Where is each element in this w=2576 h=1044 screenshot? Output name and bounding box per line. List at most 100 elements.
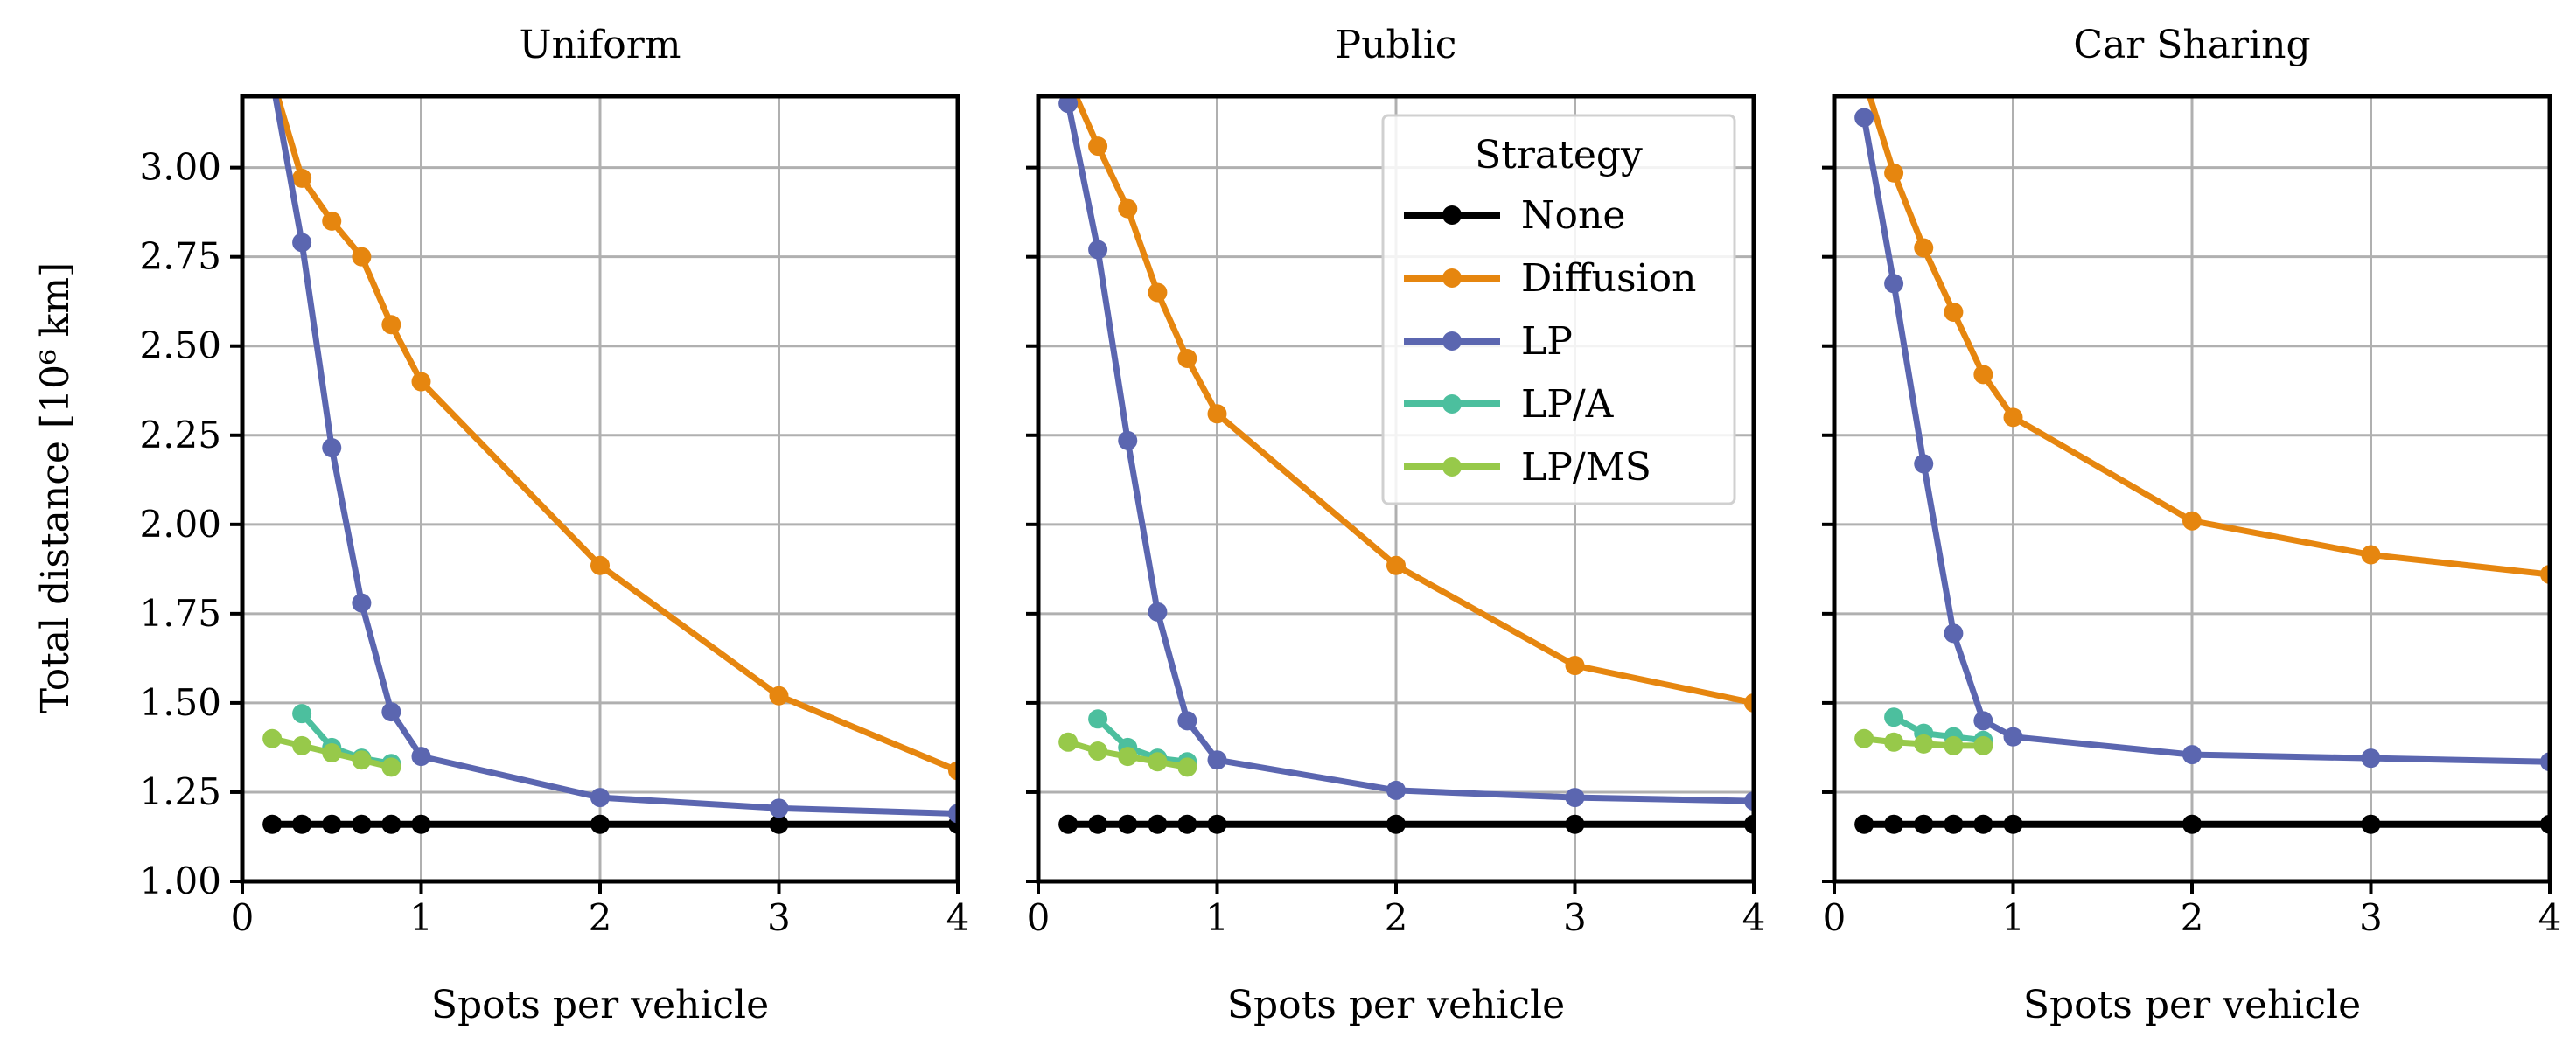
data-point-none	[1884, 814, 1904, 834]
data-point-lp-ms	[1088, 741, 1108, 762]
x-tick-label: 2	[589, 896, 612, 939]
data-point-lp-ms	[1914, 734, 1934, 754]
data-point-lp	[1973, 711, 1993, 731]
series-line-lp-a	[1095, 716, 1188, 765]
data-point-lp	[322, 438, 342, 458]
data-point-lp	[1118, 430, 1138, 450]
data-point-diffusion	[322, 211, 342, 231]
data-point-lp	[769, 798, 789, 818]
panel-2: 0 1 2 3 4 Public Spots per vehicle	[1026, 23, 1765, 1027]
data-point-diffusion	[1854, 69, 1874, 88]
data-point-none	[411, 814, 431, 834]
data-point-none	[381, 814, 401, 834]
data-point-none	[1058, 814, 1079, 834]
x-tick-label: 1	[2001, 896, 2025, 939]
legend-marker	[1442, 457, 1462, 477]
legend-label: LP/A	[1521, 382, 1615, 427]
data-point-diffusion	[1884, 163, 1904, 183]
x-tick-label: 1	[1205, 896, 1229, 939]
y-tick-label: 1.25	[139, 770, 221, 813]
y-tick-label: 1.75	[139, 592, 221, 635]
legend-marker	[1442, 205, 1462, 225]
data-point-diffusion	[948, 761, 958, 781]
y-tick-label: 2.75	[139, 235, 221, 278]
data-point-none	[1177, 814, 1197, 834]
data-point-lp-ms	[352, 750, 372, 770]
x-tick-label: 4	[2538, 896, 2562, 939]
x-tick-label: 0	[1027, 896, 1051, 939]
data-point-none	[1744, 814, 1754, 834]
x-tick-label: 2	[1385, 896, 1408, 939]
panel-1: 0 1 2 3 4 1.00 1.25 1.50 1.75 2.00 2.25 2.50 2.75 3.0…	[139, 23, 969, 1027]
data-point-none	[1944, 814, 1964, 834]
data-point-lp	[1177, 711, 1197, 731]
data-point-none	[1854, 814, 1874, 834]
legend-title: Strategy	[1475, 133, 1643, 177]
data-point-lp	[2540, 752, 2550, 772]
data-point-lp-a	[1884, 707, 1904, 727]
data-point-diffusion	[1177, 349, 1197, 369]
data-point-diffusion	[769, 686, 789, 706]
data-point-lp-ms	[1973, 735, 1993, 755]
legend-marker	[1442, 331, 1462, 351]
data-point-none	[352, 814, 372, 834]
panel-title: Car Sharing	[2073, 23, 2310, 67]
data-point-lp-a	[292, 704, 312, 724]
x-axis-label: Spots per vehicle	[2023, 983, 2361, 1027]
data-point-lp	[1088, 240, 1108, 260]
data-point-none	[322, 814, 342, 834]
data-point-lp	[1744, 791, 1754, 811]
data-point-lp-ms	[1854, 728, 1874, 748]
data-point-diffusion	[1088, 136, 1108, 157]
x-tick-label: 3	[767, 896, 791, 939]
data-point-lp-ms	[322, 743, 342, 763]
series-line-diffusion	[1866, 96, 2550, 578]
legend-entry: Diffusion	[1404, 256, 1696, 301]
data-point-none	[590, 814, 610, 834]
series-group	[262, 69, 958, 834]
data-point-lp	[2003, 727, 2023, 747]
legend-marker	[1442, 268, 1462, 288]
x-tick-label: 4	[1742, 896, 1766, 939]
x-tick-label: 0	[231, 896, 255, 939]
data-point-diffusion	[381, 315, 401, 335]
data-point-lp	[590, 788, 610, 808]
series-line-lp-a	[1892, 714, 1984, 744]
data-point-diffusion	[262, 69, 282, 88]
y-tick-label: 2.50	[139, 324, 221, 367]
x-axis-label: Spots per vehicle	[1227, 983, 1565, 1027]
series-group	[1058, 96, 1754, 834]
data-point-lp	[292, 233, 312, 253]
series-line-lp	[1860, 116, 2550, 765]
x-tick-label: 2	[2181, 896, 2204, 939]
legend: Strategy None Diffusion LP LP/A LP/MS	[1381, 114, 1736, 505]
legend-label: None	[1521, 193, 1625, 238]
data-point-lp	[262, 69, 282, 88]
data-point-none	[1914, 814, 1934, 834]
data-point-lp	[1884, 274, 1904, 294]
data-point-lp-ms	[1058, 732, 1079, 752]
series-group	[1854, 69, 2550, 834]
panel-3: 0 1 2 3 4 Car Sharing Spots per vehicle	[1822, 23, 2561, 1027]
data-point-lp	[1914, 454, 1934, 474]
legend-label: Diffusion	[1521, 256, 1696, 301]
x-tick-label: 4	[946, 896, 970, 939]
data-point-diffusion	[2540, 564, 2550, 584]
data-point-none	[1973, 814, 1993, 834]
data-point-diffusion	[1944, 302, 1964, 322]
y-axis-label: Total distance [10⁶ km]	[33, 262, 78, 713]
data-point-lp	[2361, 748, 2381, 769]
data-point-lp-ms	[1118, 747, 1138, 767]
data-point-lp	[352, 593, 372, 613]
data-point-lp-ms	[1944, 735, 1964, 755]
legend-marker	[1442, 394, 1462, 414]
data-point-none	[292, 814, 312, 834]
data-point-diffusion	[1744, 693, 1754, 713]
data-point-lp	[1058, 96, 1079, 114]
data-point-none	[1207, 814, 1227, 834]
data-point-lp-ms	[1177, 757, 1197, 777]
data-point-diffusion	[352, 247, 372, 267]
data-point-none	[1088, 814, 1108, 834]
data-point-diffusion	[590, 555, 610, 575]
y-tick-label: 1.50	[139, 681, 221, 724]
